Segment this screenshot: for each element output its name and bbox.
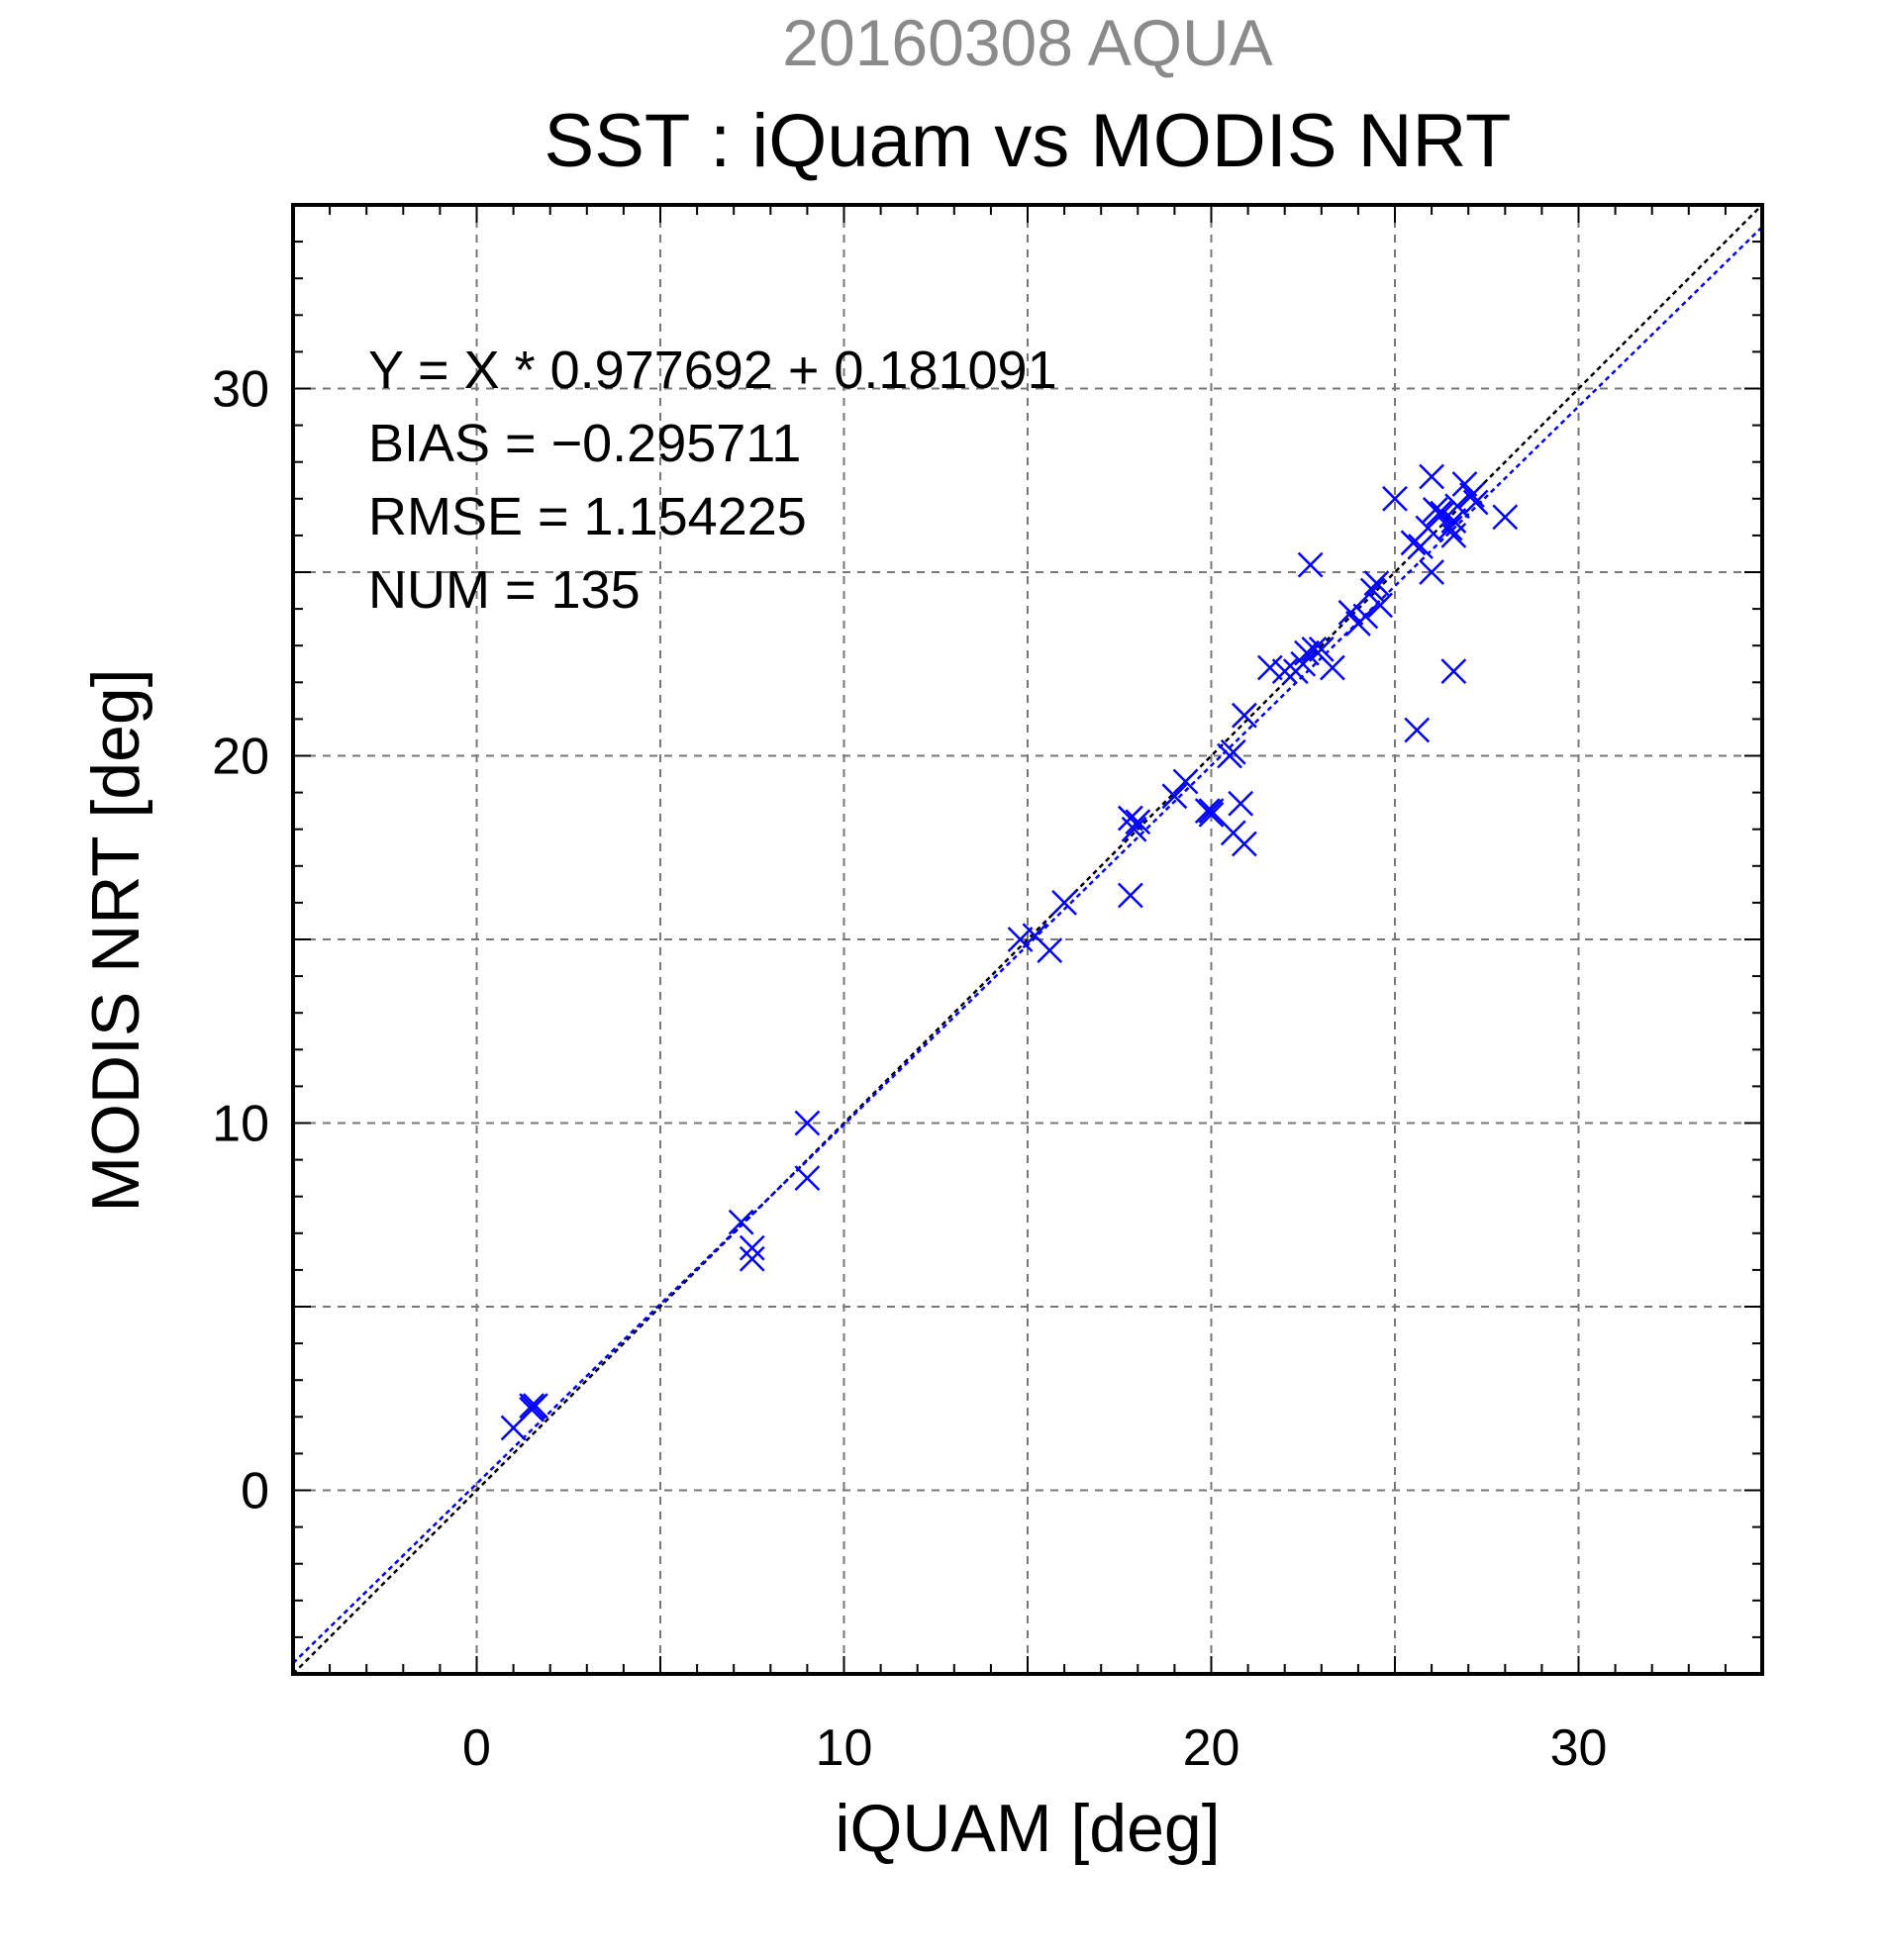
data-point — [1451, 471, 1478, 497]
data-point — [1359, 577, 1386, 604]
y-tick-label: 20 — [212, 729, 269, 786]
data-point — [1320, 654, 1345, 681]
stat-bias: BIAS = −0.295711 — [368, 414, 801, 473]
y-tick-label: 10 — [212, 1096, 269, 1153]
data-point — [1161, 783, 1188, 810]
y-tick-labels: 0 10 20 30 — [212, 361, 269, 1520]
data-point — [1308, 637, 1335, 662]
data-point — [1352, 603, 1379, 630]
data-point — [1436, 515, 1463, 541]
data-point — [1440, 508, 1467, 534]
data-point — [1419, 559, 1444, 585]
stat-rmse: RMSE = 1.154225 — [368, 487, 807, 546]
data-point — [1271, 658, 1298, 685]
x-axis-label: iQUAM [deg] — [835, 1791, 1220, 1866]
stat-num: NUM = 135 — [368, 560, 641, 620]
data-point — [1232, 702, 1257, 729]
data-point — [1363, 570, 1390, 597]
data-point — [1232, 831, 1257, 857]
data-point — [522, 1393, 548, 1420]
data-point — [1408, 534, 1434, 559]
data-points — [500, 463, 1519, 1441]
x-tick-label: 30 — [1550, 1719, 1608, 1777]
data-point — [1037, 937, 1063, 964]
x-tick-label: 20 — [1183, 1719, 1240, 1777]
data-point — [1117, 882, 1143, 909]
data-point — [1382, 485, 1408, 512]
data-point — [1297, 551, 1324, 578]
data-point — [1492, 504, 1519, 531]
x-tick-label: 10 — [816, 1719, 873, 1777]
data-point — [1198, 798, 1225, 825]
data-point — [739, 1245, 765, 1272]
data-point — [1426, 500, 1452, 527]
data-point — [1440, 658, 1467, 685]
chart-supertitle: 20160308 AQUA — [782, 6, 1272, 79]
data-point — [728, 1209, 754, 1235]
data-point — [1367, 592, 1394, 619]
data-point — [1256, 654, 1283, 681]
data-point — [1051, 890, 1077, 916]
data-point — [519, 1393, 545, 1420]
data-point — [1459, 482, 1485, 508]
data-point — [1220, 738, 1246, 765]
y-axis-label: MODIS NRT [deg] — [78, 668, 153, 1212]
data-point — [1337, 599, 1364, 626]
y-tick-label: 30 — [212, 361, 269, 419]
one-to-one-line — [292, 204, 1763, 1675]
plot-frame — [291, 203, 1764, 1676]
data-point — [1172, 768, 1199, 795]
data-point — [794, 1110, 821, 1136]
chart-title: SST : iQuam vs MODIS NRT — [544, 99, 1512, 183]
data-point — [1419, 463, 1444, 490]
data-point — [1198, 801, 1225, 828]
data-point — [1007, 927, 1034, 952]
grid-lines — [293, 205, 1762, 1674]
data-point — [1125, 809, 1151, 835]
data-point — [739, 1234, 765, 1261]
data-point — [1121, 816, 1147, 842]
data-point — [1430, 500, 1456, 527]
x-tick-labels: 0 10 20 30 — [462, 1719, 1607, 1777]
y-tick-label: 0 — [241, 1463, 269, 1520]
data-point — [1294, 639, 1320, 666]
stat-fit-equation: Y = X * 0.977692 + 0.181091 — [368, 341, 1057, 400]
data-point — [1404, 717, 1431, 743]
data-point — [794, 1165, 821, 1192]
data-point — [1462, 489, 1489, 516]
x-tick-label: 0 — [462, 1719, 491, 1777]
data-point — [1228, 790, 1254, 817]
